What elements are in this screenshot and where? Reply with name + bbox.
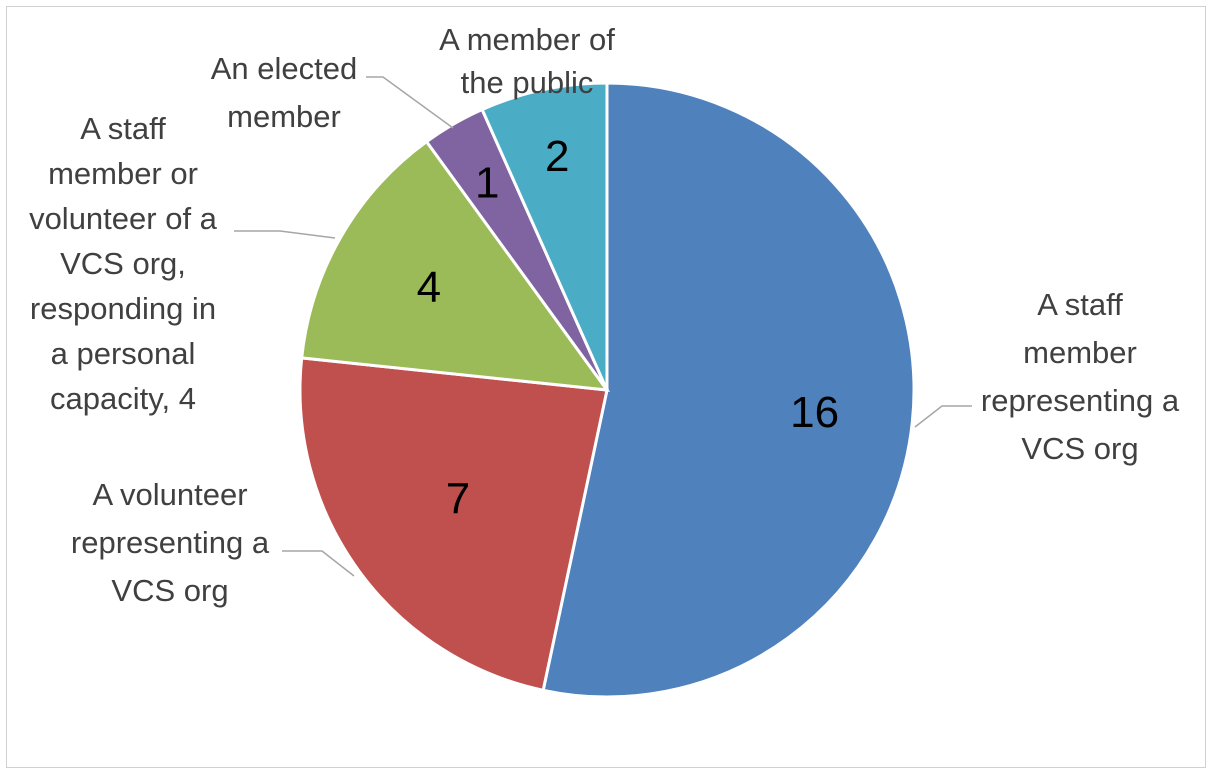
slice-category-label: A volunteer representing a VCS org [71,477,270,608]
label-line: volunteer of a [29,201,218,236]
slice-value-label: 16 [790,388,839,437]
pie-slice [480,81,609,391]
label-line: representing a [71,525,270,560]
value-labels: 16 7 4 12 [417,132,839,523]
slice-category-label: A member of the public [439,22,615,100]
leader-line [914,405,972,428]
pie-slices [298,81,916,699]
label-line: a personal [51,336,196,371]
slice-category-label: A staff member representing a VCS org [981,287,1180,466]
label-line: capacity, 4 [50,381,196,416]
slice-value-label: 7 [446,474,470,523]
label-line: member [227,99,341,134]
pie-slice [541,81,916,699]
label-line: member [1023,335,1137,370]
label-line: VCS org [111,573,228,608]
label-line: A member of [439,22,615,57]
label-line: A staff [80,111,166,146]
label-line: representing a [981,383,1180,418]
label-line: An elected [211,51,358,86]
slice-value-label: 4 [417,263,441,312]
slice-value-label: 1 [475,159,499,208]
leader-lines [234,76,972,577]
label-line: responding in [30,291,216,326]
leader-line [366,76,454,129]
slice-category-label: A staff member or volunteer of a VCS org, re… [29,111,218,416]
slice-value-label: 2 [545,132,569,181]
leader-line [282,550,355,577]
label-line: VCS org [1021,431,1138,466]
label-line: the public [461,65,594,100]
label-line: VCS org, [60,246,186,281]
pie-slice [300,139,611,392]
label-line: A staff [1037,287,1123,322]
pie-slice [298,356,609,693]
label-line: member or [48,156,198,191]
leader-line [234,230,336,239]
label-line: A volunteer [92,477,247,512]
slice-category-label: An elected member [211,51,358,134]
